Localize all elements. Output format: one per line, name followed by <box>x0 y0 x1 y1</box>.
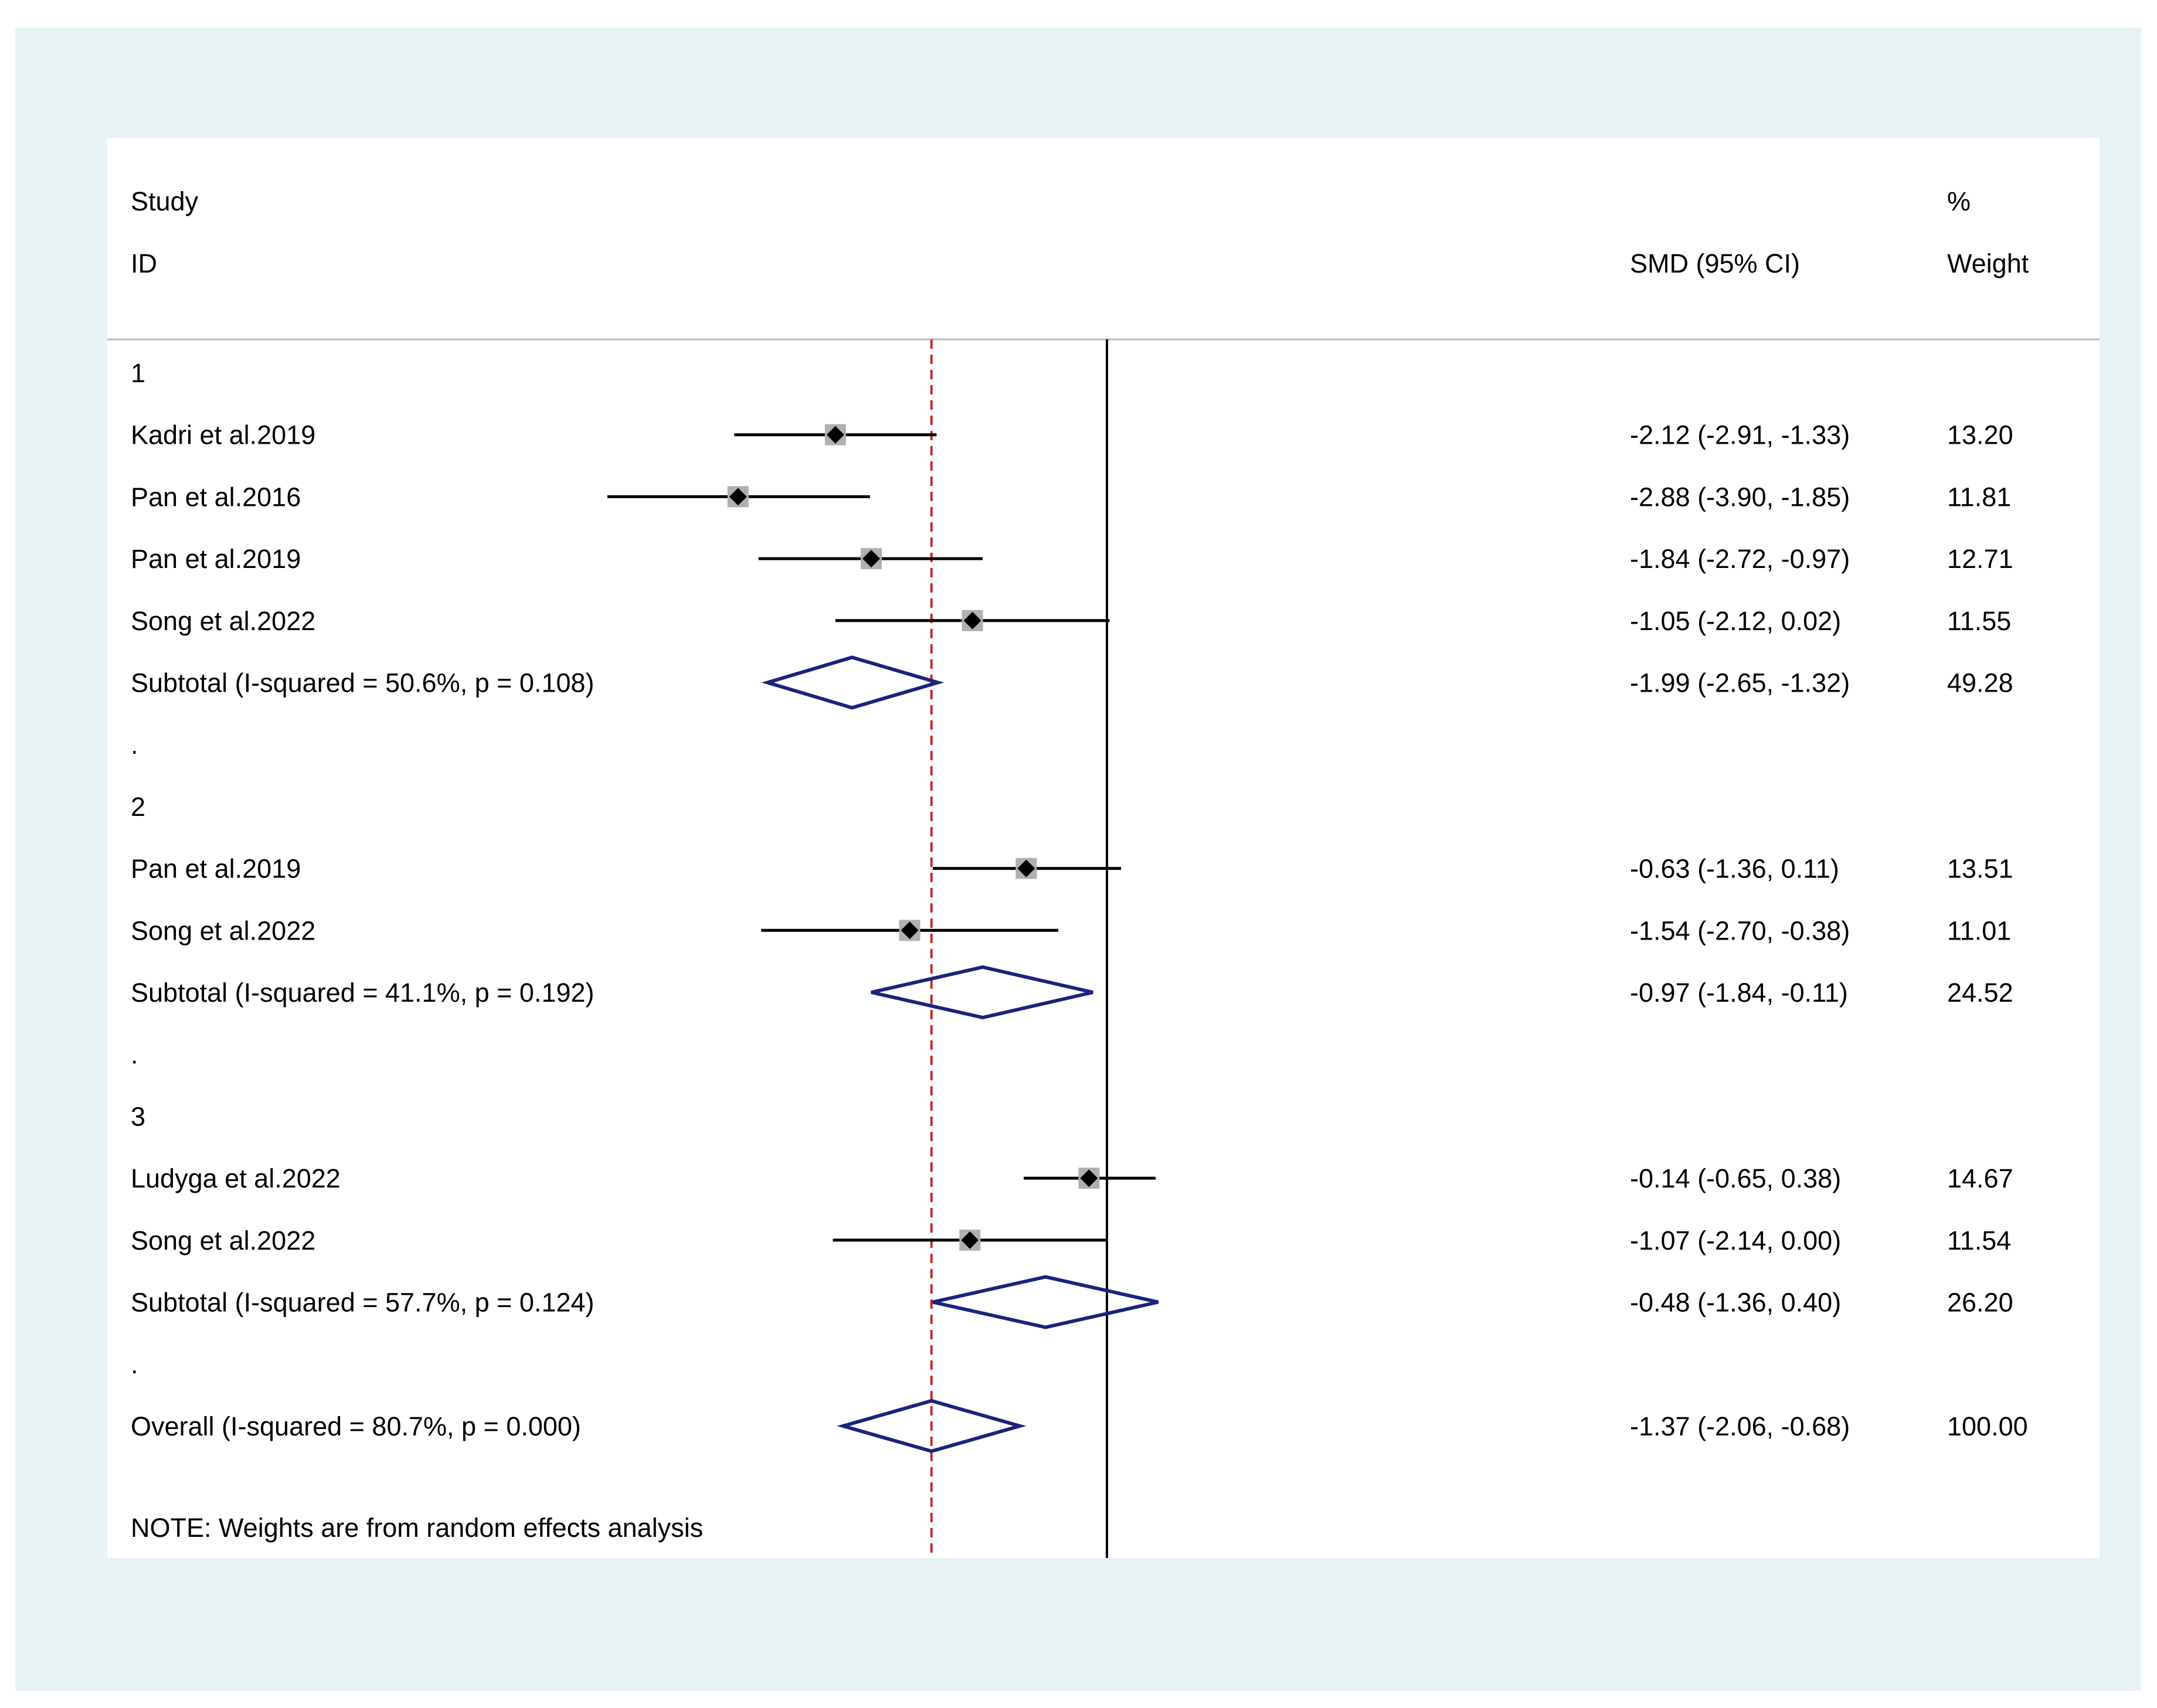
overall-diamond <box>837 1399 1027 1454</box>
row-label-study: Song et al.2022 <box>131 606 315 636</box>
row-label-group: 2 <box>131 792 145 822</box>
point-estimate-marker <box>963 611 981 630</box>
row-label-study: Ludyga et al.2022 <box>131 1163 341 1193</box>
effect-ci-text: -1.54 (-2.70, -0.38) <box>1630 916 1850 945</box>
forest-plot: Study ID SMD (95% CI) % Weight 1 Kadri et… <box>107 186 2100 1558</box>
row-label-group: 1 <box>131 358 145 388</box>
weight-text: 11.81 <box>1947 482 2011 512</box>
row-label-subtotal: Subtotal (I-squared = 50.6%, p = 0.108) <box>131 668 595 698</box>
row-label-overall: Overall (I-squared = 80.7%, p = 0.000) <box>131 1411 581 1441</box>
row-label-spacer: . <box>131 1040 138 1070</box>
point-estimate-marker <box>901 921 919 940</box>
point-estimate-marker <box>1017 859 1035 877</box>
weight-text: 13.51 <box>1947 854 2013 884</box>
weight-text: 49.28 <box>1947 668 2013 698</box>
figure-background: Study ID SMD (95% CI) % Weight 1 Kadri et… <box>15 28 2141 1691</box>
weight-text: 12.71 <box>1947 544 2013 574</box>
point-estimate-marker <box>729 488 747 506</box>
weight-text: 14.67 <box>1947 1163 2013 1193</box>
effect-ci-text: -0.14 (-0.65, 0.38) <box>1630 1163 1841 1193</box>
row-label-study: Pan et al.2019 <box>131 544 301 574</box>
subtotal-diamond <box>932 1275 1159 1329</box>
row-label-spacer: . <box>131 1349 138 1379</box>
effect-ci-text: -2.88 (-3.90, -1.85) <box>1630 482 1850 512</box>
row-label-subtotal: Subtotal (I-squared = 41.1%, p = 0.192) <box>131 978 595 1008</box>
point-estimate-marker <box>1080 1169 1098 1188</box>
row-label-spacer: . <box>131 730 138 760</box>
weight-text: 100.00 <box>1947 1411 2028 1441</box>
weight-text: 11.54 <box>1947 1226 2011 1256</box>
row-label-subtotal: Subtotal (I-squared = 57.7%, p = 0.124) <box>131 1288 595 1318</box>
header-weight-percent: % <box>1947 186 1971 216</box>
row-label-study: Kadri et al.2019 <box>131 420 315 450</box>
effect-ci-text: -2.12 (-2.91, -1.33) <box>1630 420 1850 450</box>
row-label-study: Pan et al.2016 <box>131 482 301 512</box>
row-label-study: Song et al.2022 <box>131 916 315 945</box>
weight-text: 11.01 <box>1947 916 2011 945</box>
weight-text: 11.55 <box>1947 606 2011 636</box>
effect-ci-text: -1.37 (-2.06, -0.68) <box>1630 1411 1850 1441</box>
effect-ci-text: -1.99 (-2.65, -1.32) <box>1630 668 1850 698</box>
effect-ci-text: -0.97 (-1.84, -0.11) <box>1630 978 1848 1008</box>
weight-text: 26.20 <box>1947 1288 2013 1318</box>
header-id-label: ID <box>131 249 157 278</box>
effect-ci-text: -1.05 (-2.12, 0.02) <box>1630 606 1841 636</box>
row-label-study: Pan et al.2019 <box>131 854 301 884</box>
point-estimate-marker <box>961 1231 979 1249</box>
weight-text: 13.20 <box>1947 420 2013 450</box>
header-study-label: Study <box>131 186 199 216</box>
plot-area: Study ID SMD (95% CI) % Weight 1 Kadri et… <box>107 138 2100 1558</box>
effect-ci-text: -1.84 (-2.72, -0.97) <box>1630 544 1850 574</box>
row-label-group: 3 <box>131 1101 145 1131</box>
point-estimate-marker <box>826 426 844 444</box>
row-label-study: Song et al.2022 <box>131 1226 315 1256</box>
effect-ci-text: -0.48 (-1.36, 0.40) <box>1630 1288 1841 1318</box>
effect-ci-text: -0.63 (-1.36, 0.11) <box>1630 854 1839 884</box>
subtotal-diamond <box>761 655 945 710</box>
header-weight-label: Weight <box>1947 249 2029 278</box>
weight-text: 24.52 <box>1947 978 2013 1008</box>
point-estimate-marker <box>862 550 881 568</box>
note-text: NOTE: Weights are from random effects an… <box>131 1513 703 1543</box>
header-effect-label: SMD (95% CI) <box>1630 249 1800 278</box>
subtotal-diamond <box>871 965 1093 1020</box>
effect-ci-text: -1.07 (-2.14, 0.00) <box>1630 1226 1841 1256</box>
